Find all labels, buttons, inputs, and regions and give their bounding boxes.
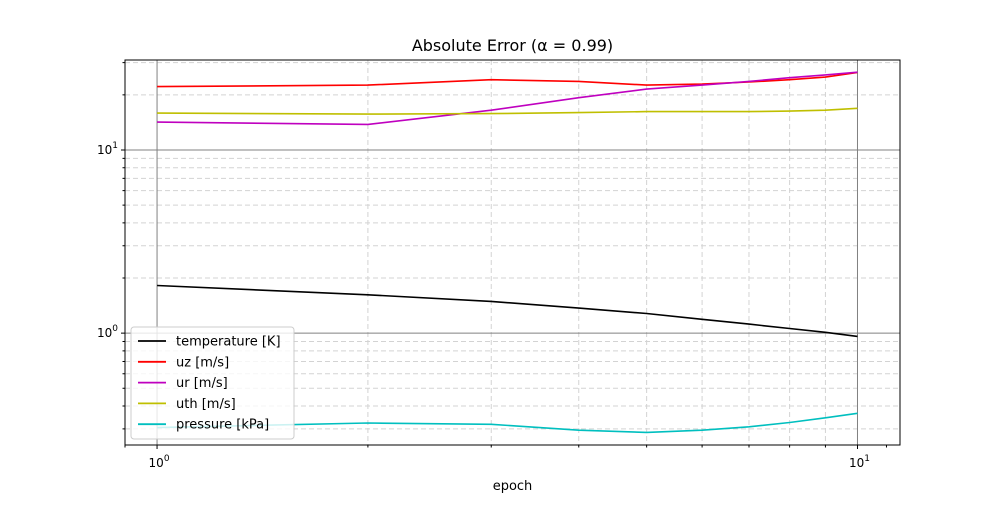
chart-title: Absolute Error (α = 0.99) bbox=[412, 36, 613, 55]
axes-frame bbox=[124, 59, 901, 446]
series-line-2 bbox=[157, 71, 858, 126]
series-line-4 bbox=[157, 412, 858, 434]
legend-box bbox=[130, 326, 295, 440]
series-line-0 bbox=[157, 284, 858, 338]
x-axis-label: epoch bbox=[493, 479, 533, 494]
legend-label: ur [m/s] bbox=[176, 376, 228, 391]
series-line-1 bbox=[157, 71, 858, 88]
legend-label: uth [m/s] bbox=[176, 397, 236, 412]
legend: temperature [K] uz [m/s] ur [m/s] uth [m/s]… bbox=[130, 326, 295, 440]
y-tick-label: 101 bbox=[97, 141, 118, 157]
x-tick-label: 100 bbox=[149, 454, 170, 470]
legend-label: uz [m/s] bbox=[176, 355, 229, 370]
legend-label: temperature [K] bbox=[176, 335, 281, 350]
series-layer bbox=[157, 71, 858, 434]
y-tick-label: 100 bbox=[97, 324, 118, 340]
legend-label: pressure [kPa] bbox=[176, 418, 269, 433]
x-tick-label: 101 bbox=[849, 454, 870, 470]
series-line-3 bbox=[157, 107, 858, 115]
tick-layer: 100 101 100 101 bbox=[97, 62, 887, 470]
